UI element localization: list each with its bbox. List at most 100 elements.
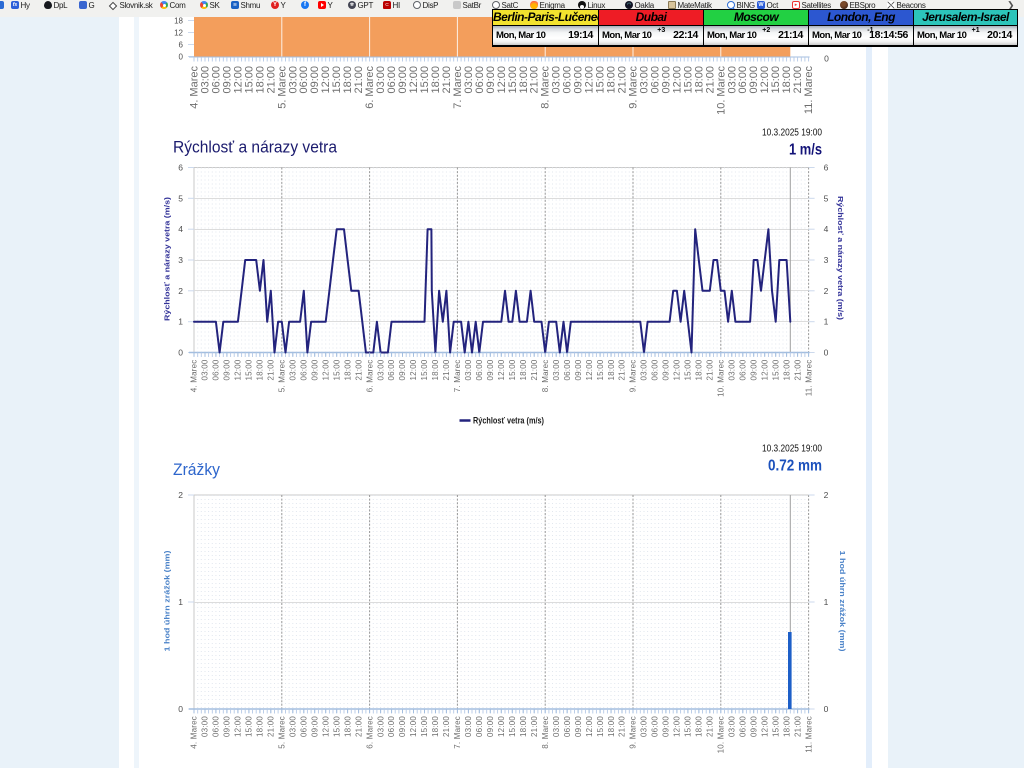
svg-text:1: 1 bbox=[178, 317, 183, 327]
svg-text:21:00: 21:00 bbox=[617, 66, 629, 94]
svg-text:03:00: 03:00 bbox=[376, 716, 385, 737]
svg-text:15:00: 15:00 bbox=[770, 66, 782, 94]
svg-text:09:00: 09:00 bbox=[223, 716, 232, 737]
svg-text:7. Marec: 7. Marec bbox=[452, 66, 464, 109]
svg-text:4. Marec: 4. Marec bbox=[189, 66, 201, 109]
svg-text:15:00: 15:00 bbox=[508, 359, 517, 380]
svg-text:7. Marec: 7. Marec bbox=[453, 360, 462, 393]
svg-text:06:00: 06:00 bbox=[475, 716, 484, 737]
svg-text:9. Marec: 9. Marec bbox=[628, 66, 640, 109]
svg-text:0: 0 bbox=[824, 348, 829, 358]
svg-text:15:00: 15:00 bbox=[595, 66, 607, 94]
svg-text:03:00: 03:00 bbox=[640, 716, 649, 737]
svg-text:2: 2 bbox=[824, 286, 829, 296]
svg-text:18:00: 18:00 bbox=[782, 359, 791, 380]
svg-text:18:00: 18:00 bbox=[342, 66, 354, 94]
svg-text:06:00: 06:00 bbox=[563, 359, 572, 380]
svg-text:21:00: 21:00 bbox=[441, 66, 453, 94]
svg-text:18:00: 18:00 bbox=[782, 716, 791, 737]
svg-text:03:00: 03:00 bbox=[464, 716, 473, 737]
svg-text:1: 1 bbox=[178, 597, 183, 607]
svg-text:21:00: 21:00 bbox=[530, 359, 539, 380]
svg-text:4: 4 bbox=[178, 224, 183, 234]
svg-text:03:00: 03:00 bbox=[551, 66, 563, 94]
svg-text:21:00: 21:00 bbox=[793, 359, 802, 380]
svg-text:12:00: 12:00 bbox=[408, 66, 420, 94]
svg-text:09:00: 09:00 bbox=[486, 716, 495, 737]
svg-text:3: 3 bbox=[824, 255, 829, 265]
svg-text:12:00: 12:00 bbox=[234, 716, 243, 737]
svg-text:12:00: 12:00 bbox=[321, 716, 330, 737]
svg-text:10. Marec: 10. Marec bbox=[717, 360, 726, 397]
svg-text:15:00: 15:00 bbox=[596, 359, 605, 380]
svg-text:1 hod úhrn zrážok (mm): 1 hod úhrn zrážok (mm) bbox=[838, 551, 847, 653]
svg-text:15:00: 15:00 bbox=[684, 716, 693, 737]
svg-text:21:00: 21:00 bbox=[706, 359, 715, 380]
svg-text:06:00: 06:00 bbox=[212, 716, 221, 737]
svg-text:09:00: 09:00 bbox=[574, 359, 583, 380]
svg-text:03:00: 03:00 bbox=[375, 66, 387, 94]
svg-text:03:00: 03:00 bbox=[464, 359, 473, 380]
svg-text:21:00: 21:00 bbox=[530, 716, 539, 737]
svg-text:Zrážky: Zrážky bbox=[173, 460, 220, 479]
svg-text:18:00: 18:00 bbox=[254, 66, 266, 94]
svg-text:03:00: 03:00 bbox=[552, 359, 561, 380]
svg-text:18:00: 18:00 bbox=[518, 66, 530, 94]
svg-text:6: 6 bbox=[179, 41, 184, 50]
svg-text:12:00: 12:00 bbox=[673, 359, 682, 380]
svg-text:0.72 mm: 0.72 mm bbox=[768, 458, 822, 475]
svg-text:21:00: 21:00 bbox=[353, 66, 365, 94]
svg-text:4: 4 bbox=[824, 224, 829, 234]
svg-text:03:00: 03:00 bbox=[200, 66, 212, 94]
svg-text:3: 3 bbox=[178, 255, 183, 265]
svg-text:12:00: 12:00 bbox=[321, 359, 330, 380]
svg-text:9. Marec: 9. Marec bbox=[629, 716, 638, 749]
svg-text:15:00: 15:00 bbox=[420, 716, 429, 737]
svg-text:06:00: 06:00 bbox=[386, 66, 398, 94]
svg-text:15:00: 15:00 bbox=[245, 359, 254, 380]
svg-text:12:00: 12:00 bbox=[759, 66, 771, 94]
svg-text:15:00: 15:00 bbox=[420, 359, 429, 380]
svg-text:12:00: 12:00 bbox=[232, 66, 244, 94]
svg-text:06:00: 06:00 bbox=[474, 66, 486, 94]
svg-text:8. Marec: 8. Marec bbox=[541, 360, 550, 393]
svg-text:10.3.2025 19:00: 10.3.2025 19:00 bbox=[762, 128, 822, 139]
svg-text:15:00: 15:00 bbox=[245, 716, 254, 737]
svg-text:8. Marec: 8. Marec bbox=[541, 716, 550, 749]
svg-text:03:00: 03:00 bbox=[201, 716, 210, 737]
svg-text:11. Marec: 11. Marec bbox=[804, 360, 813, 397]
svg-text:12:00: 12:00 bbox=[497, 716, 506, 737]
svg-text:2: 2 bbox=[824, 490, 829, 500]
svg-text:21:00: 21:00 bbox=[618, 359, 627, 380]
svg-text:18:00: 18:00 bbox=[343, 359, 352, 380]
svg-text:15:00: 15:00 bbox=[419, 66, 431, 94]
svg-text:15:00: 15:00 bbox=[332, 359, 341, 380]
svg-text:5: 5 bbox=[824, 193, 829, 203]
svg-text:18:00: 18:00 bbox=[519, 359, 528, 380]
svg-text:18:00: 18:00 bbox=[256, 359, 265, 380]
svg-text:12:00: 12:00 bbox=[234, 359, 243, 380]
svg-text:18:00: 18:00 bbox=[695, 359, 704, 380]
svg-text:06:00: 06:00 bbox=[299, 716, 308, 737]
svg-text:09:00: 09:00 bbox=[398, 359, 407, 380]
svg-text:15:00: 15:00 bbox=[243, 66, 255, 94]
svg-text:21:00: 21:00 bbox=[706, 716, 715, 737]
svg-text:03:00: 03:00 bbox=[552, 716, 561, 737]
svg-text:2: 2 bbox=[178, 286, 183, 296]
svg-text:0: 0 bbox=[178, 704, 183, 714]
svg-text:18:00: 18:00 bbox=[519, 716, 528, 737]
svg-text:6: 6 bbox=[824, 163, 829, 173]
svg-text:18: 18 bbox=[174, 17, 183, 26]
svg-text:03:00: 03:00 bbox=[463, 66, 475, 94]
svg-text:4. Marec: 4. Marec bbox=[190, 360, 199, 393]
svg-text:6: 6 bbox=[178, 163, 183, 173]
svg-text:06:00: 06:00 bbox=[739, 359, 748, 380]
svg-text:1 hod úhrn zrážok (mm): 1 hod úhrn zrážok (mm) bbox=[163, 550, 172, 652]
svg-text:03:00: 03:00 bbox=[289, 716, 298, 737]
svg-text:06:00: 06:00 bbox=[212, 359, 221, 380]
svg-text:06:00: 06:00 bbox=[651, 359, 660, 380]
svg-text:03:00: 03:00 bbox=[201, 359, 210, 380]
svg-text:18:00: 18:00 bbox=[695, 716, 704, 737]
svg-text:03:00: 03:00 bbox=[640, 359, 649, 380]
svg-text:10. Marec: 10. Marec bbox=[715, 66, 727, 115]
